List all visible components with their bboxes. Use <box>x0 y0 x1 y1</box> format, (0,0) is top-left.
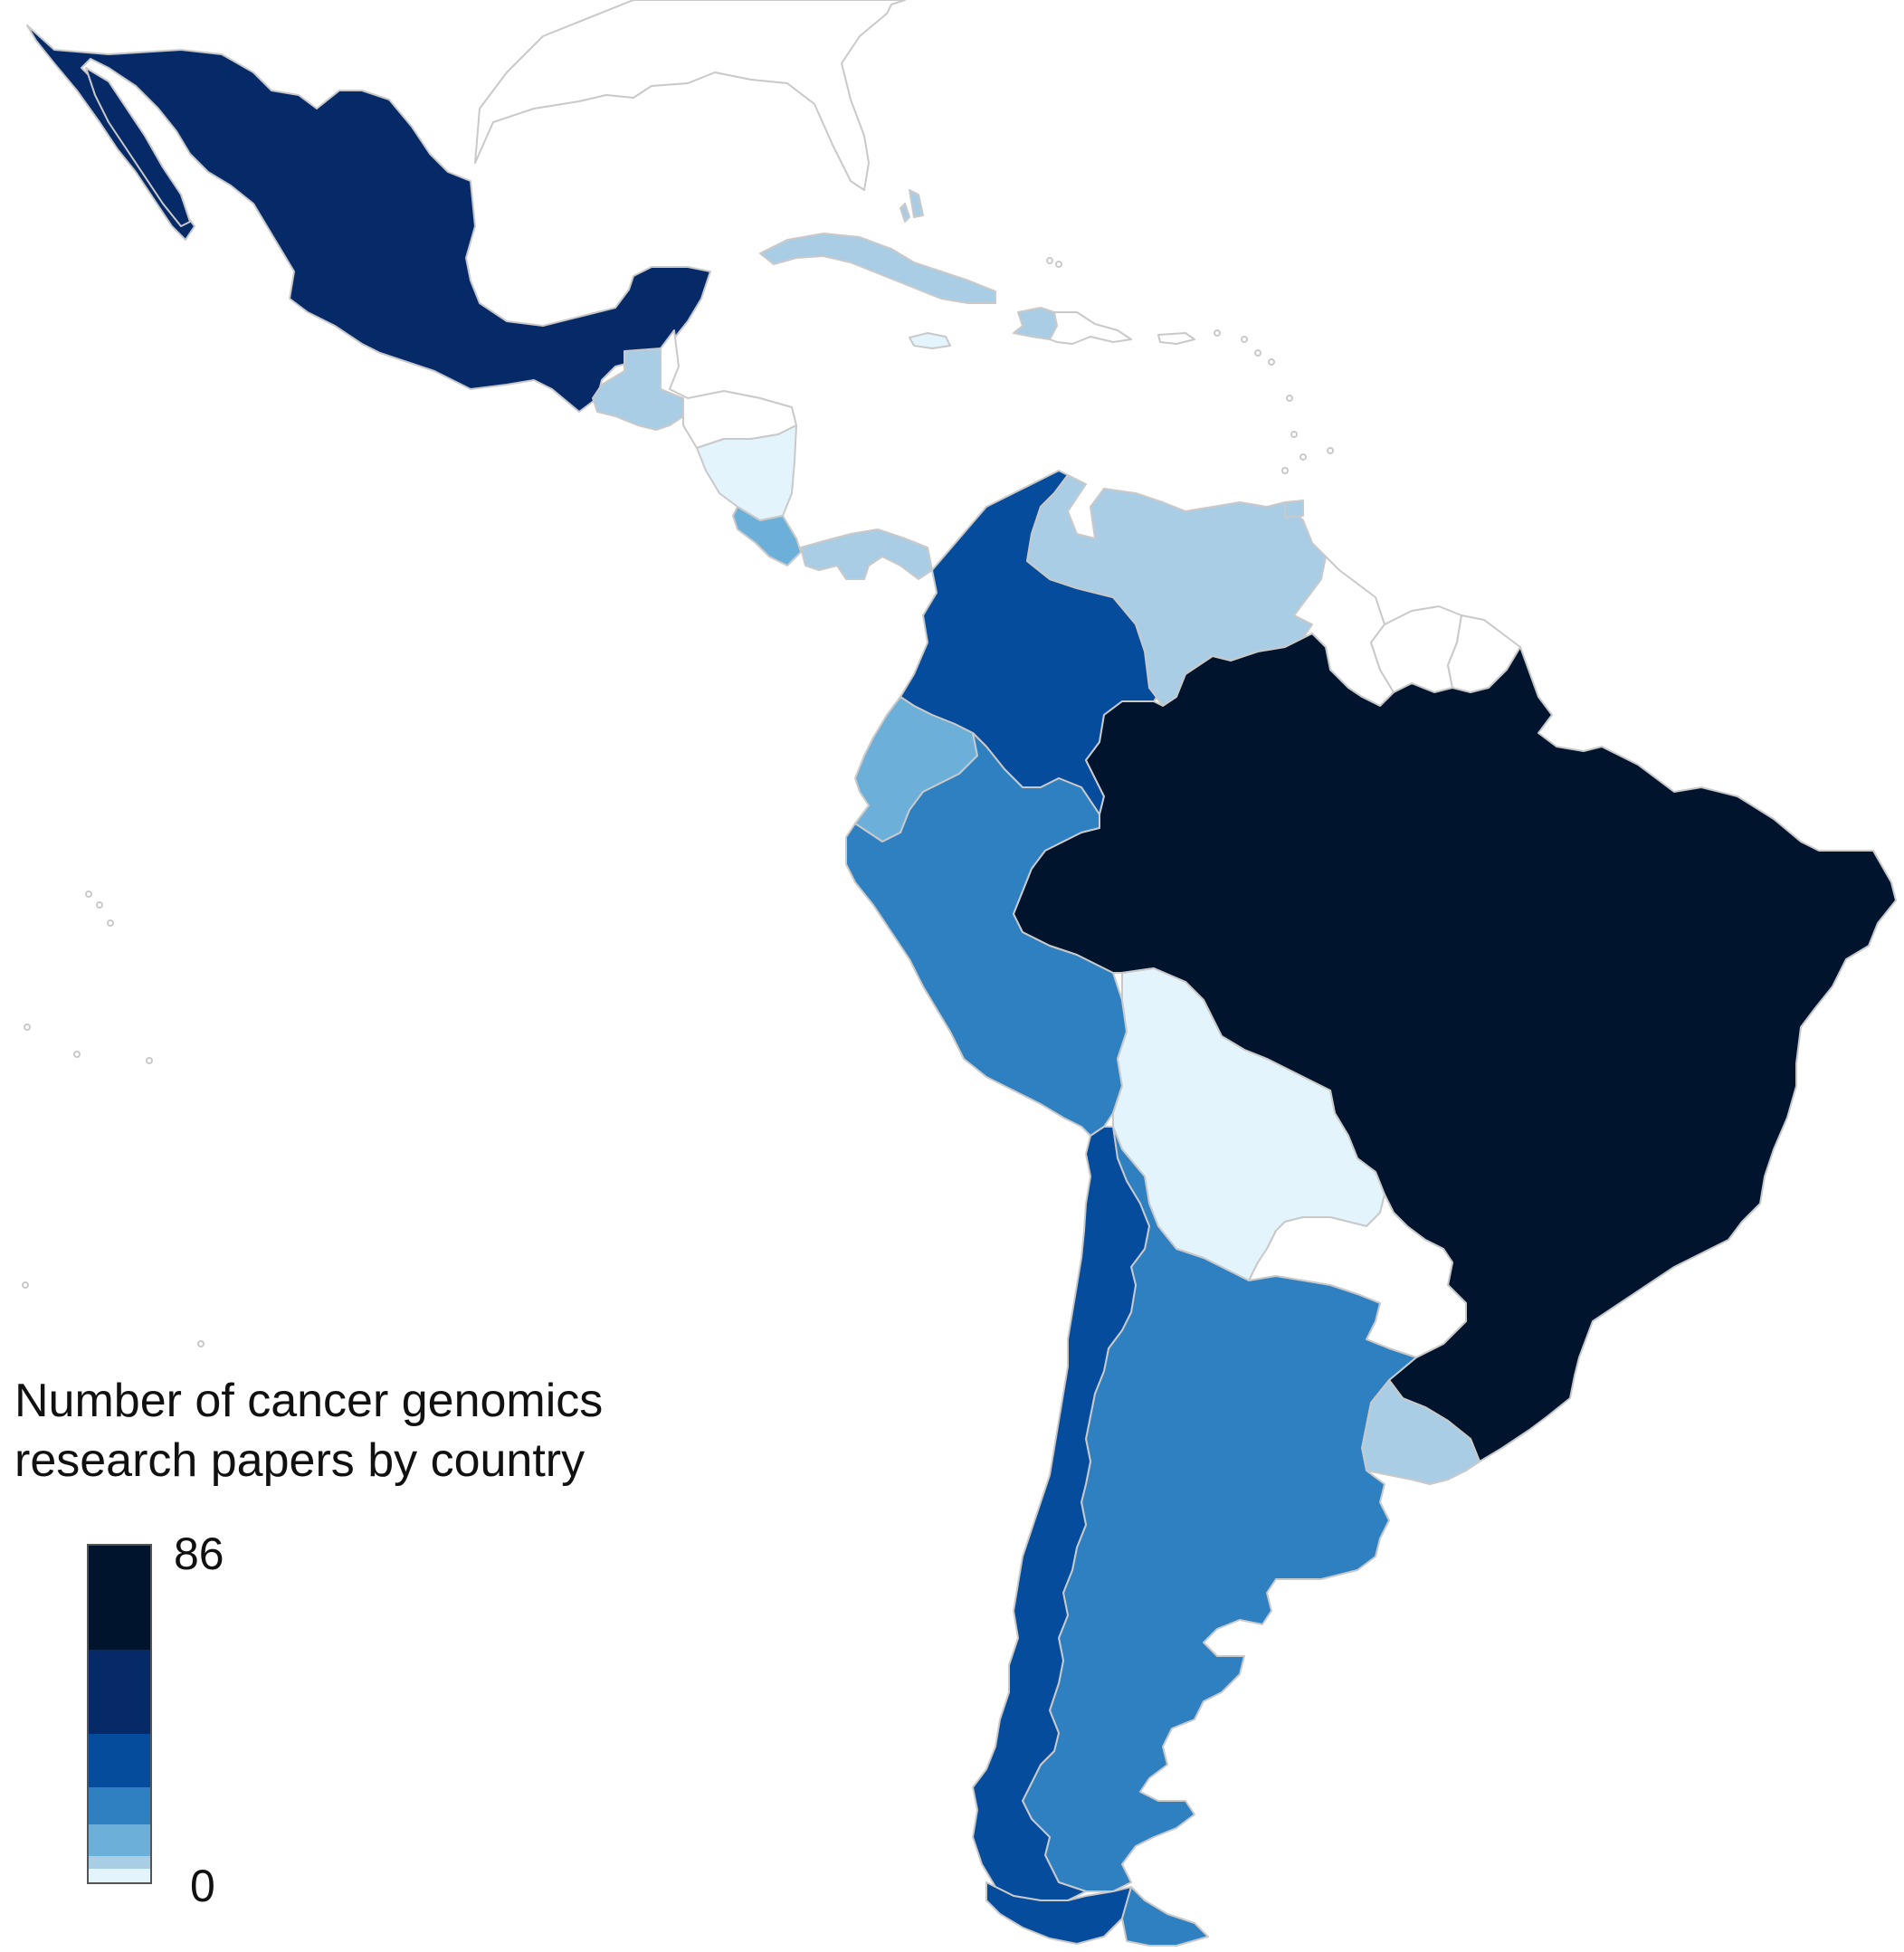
country-costa-rica <box>732 506 802 567</box>
usa-gulf-coast <box>474 0 906 191</box>
country-cuba <box>759 233 996 304</box>
country-puerto-rico <box>1157 332 1195 345</box>
country-haiti <box>1013 307 1058 340</box>
legend-max-label: 86 <box>174 1528 224 1579</box>
country-jamaica <box>909 332 951 349</box>
country-honduras <box>660 329 797 449</box>
legend-step-3 <box>89 1786 150 1825</box>
country-argentina-tierra-del-fuego <box>1121 1886 1209 1947</box>
legend-title-line2: research papers by country <box>14 1434 585 1487</box>
legend-step-1 <box>89 1650 150 1735</box>
country-bahamas <box>900 189 924 223</box>
legend-title-line1: Number of cancer genomics <box>14 1375 604 1427</box>
legend-step-2 <box>89 1734 150 1787</box>
legend-step-0 <box>89 1546 150 1651</box>
legend-step-5 <box>89 1855 150 1870</box>
country-chile <box>972 1126 1150 1901</box>
country-mexico-baja <box>85 67 191 227</box>
legend-step-6 <box>89 1869 150 1882</box>
country-panama <box>800 528 933 580</box>
country-nicaragua <box>696 424 797 521</box>
legend-min-label: 0 <box>190 1861 215 1911</box>
legend-step-4 <box>89 1824 150 1856</box>
legend-color-bar <box>87 1544 152 1884</box>
country-trinidad <box>1284 500 1304 519</box>
legend-title: Number of cancer genomics research paper… <box>14 1371 603 1490</box>
lesser-antilles <box>1046 257 1334 474</box>
galapagos-islands <box>22 890 205 1347</box>
country-dominican-republic <box>1049 311 1132 345</box>
country-venezuela <box>1026 474 1327 707</box>
